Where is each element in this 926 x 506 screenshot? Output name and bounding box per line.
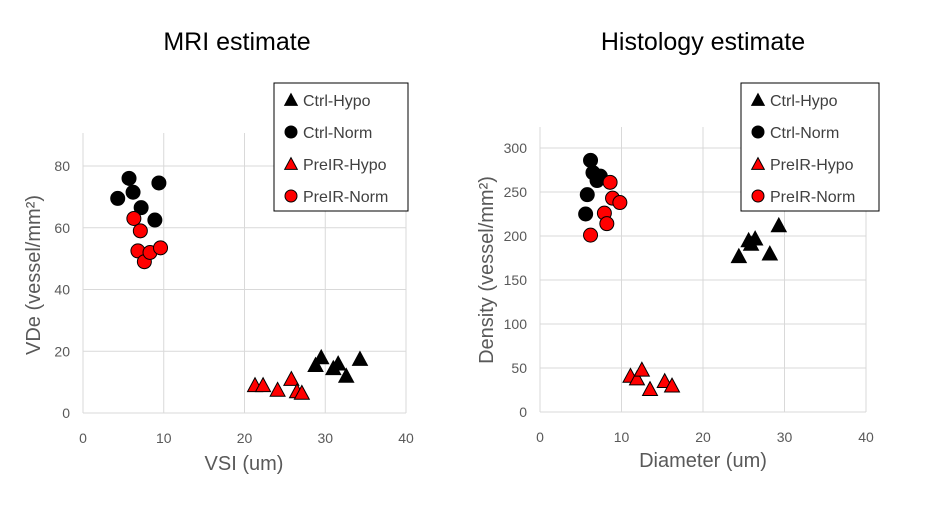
- ctrl-norm-point: [125, 184, 141, 200]
- x-tick-label: 30: [777, 429, 793, 445]
- ctrl-norm-point: [579, 187, 595, 203]
- legend-marker-ctrl-hypo: [750, 92, 766, 106]
- y-tick-label: 100: [504, 316, 528, 332]
- legend-marker-preir-hypo: [750, 156, 766, 170]
- ctrl-hypo-point: [730, 247, 748, 264]
- preir-hypo-point: [641, 380, 659, 396]
- preir-hypo-point: [269, 381, 286, 397]
- preir-norm-point: [612, 195, 628, 211]
- ctrl-norm-point: [151, 175, 167, 191]
- x-tick-label: 30: [317, 430, 333, 446]
- legend-label-preir-hypo: PreIR-Hypo: [770, 157, 854, 174]
- legend-label-preir-norm: PreIR-Norm: [303, 189, 388, 206]
- preir-hypo-point: [293, 384, 311, 400]
- ctrl-norm-point: [147, 212, 163, 228]
- legend-label-ctrl-hypo: Ctrl-Hypo: [770, 93, 838, 110]
- ctrl-hypo-point: [337, 367, 355, 383]
- y-axis-label: VDe (vessel/mm²): [23, 195, 45, 355]
- preir-hypo-point: [254, 376, 272, 393]
- ctrl-norm-point: [578, 206, 594, 222]
- preir-norm-point: [132, 223, 148, 239]
- legend-marker-preir-hypo: [283, 156, 299, 170]
- legend-label-ctrl-hypo: Ctrl-Hypo: [303, 93, 371, 110]
- tick-labels: 0 10 20 30 40 0 50 100 150 200 250 300: [504, 140, 874, 445]
- ctrl-norm-point: [121, 170, 137, 186]
- preir-norm-point: [126, 210, 142, 226]
- ctrl-norm-point: [133, 200, 149, 216]
- x-axis-label: VSI (um): [205, 453, 284, 475]
- legend-label-preir-hypo: PreIR-Hypo: [303, 157, 387, 174]
- y-tick-label: 250: [504, 184, 528, 200]
- y-tick-label: 40: [54, 282, 70, 298]
- legend-marker-ctrl-norm: [284, 125, 298, 139]
- preir-norm-point: [602, 174, 618, 190]
- legend-label-ctrl-norm: Ctrl-Norm: [303, 125, 372, 142]
- x-tick-label: 0: [536, 429, 544, 445]
- y-axis-label: Density (vessel/mm²): [476, 176, 498, 364]
- x-tick-label: 40: [858, 429, 874, 445]
- x-axis-label: Diameter (um): [639, 450, 767, 472]
- preir-hypo-point: [628, 370, 646, 386]
- y-tick-label: 0: [519, 404, 527, 420]
- data-points: [110, 170, 369, 400]
- chart-title: Histology estimate: [601, 28, 805, 56]
- data-points: [578, 152, 788, 396]
- x-tick-label: 40: [398, 430, 414, 446]
- preir-norm-point: [153, 240, 169, 256]
- y-tick-label: 0: [62, 405, 70, 421]
- y-tick-label: 80: [54, 158, 70, 174]
- x-tick-label: 20: [237, 430, 253, 446]
- x-tick-label: 10: [614, 429, 630, 445]
- legend-label-preir-norm: PreIR-Norm: [770, 189, 855, 206]
- y-tick-label: 20: [54, 343, 70, 359]
- ctrl-norm-point: [583, 152, 599, 168]
- legend-marker-preir-norm: [284, 189, 298, 203]
- ctrl-norm-point: [110, 190, 126, 206]
- ctrl-hypo-point: [761, 245, 779, 261]
- legend: Ctrl-Hypo Ctrl-Norm PreIR-Hypo PreIR-Norm: [740, 82, 880, 212]
- preir-hypo-point: [283, 370, 300, 386]
- tick-labels: 0 10 20 30 40 0 20 40 60 80: [54, 158, 414, 446]
- legend: Ctrl-Hypo Ctrl-Norm PreIR-Hypo PreIR-Norm: [273, 82, 409, 212]
- legend-marker-ctrl-norm: [751, 125, 765, 139]
- y-tick-label: 150: [504, 272, 528, 288]
- x-tick-label: 20: [695, 429, 711, 445]
- y-tick-label: 300: [504, 140, 528, 156]
- y-tick-label: 200: [504, 228, 528, 244]
- ctrl-hypo-point: [312, 348, 330, 365]
- x-tick-label: 10: [156, 430, 172, 446]
- ctrl-hypo-point: [746, 230, 764, 246]
- legend-marker-preir-norm: [751, 189, 765, 203]
- ctrl-hypo-point: [770, 216, 788, 233]
- ctrl-hypo-point: [307, 356, 324, 372]
- preir-hypo-point: [633, 361, 651, 377]
- y-tick-label: 60: [54, 220, 70, 236]
- y-tick-label: 50: [511, 360, 527, 376]
- x-tick-label: 0: [79, 430, 87, 446]
- legend-label-ctrl-norm: Ctrl-Norm: [770, 125, 839, 142]
- ctrl-hypo-point: [351, 350, 369, 366]
- ctrl-hypo-point: [329, 355, 347, 371]
- gridlines: [539, 127, 867, 413]
- preir-hypo-point: [663, 377, 681, 393]
- histology-estimate-chart: Histology estimate 0 10 20 30 40 0 50 100 150 200…: [476, 28, 880, 472]
- preir-norm-point: [583, 227, 599, 243]
- legend-marker-ctrl-hypo: [283, 92, 299, 106]
- preir-norm-point: [599, 216, 615, 232]
- mri-estimate-chart: MRI estimate 0 10 20 30 40 0 20 40 60 80 VSI (um)…: [23, 28, 414, 475]
- chart-title: MRI estimate: [163, 28, 310, 56]
